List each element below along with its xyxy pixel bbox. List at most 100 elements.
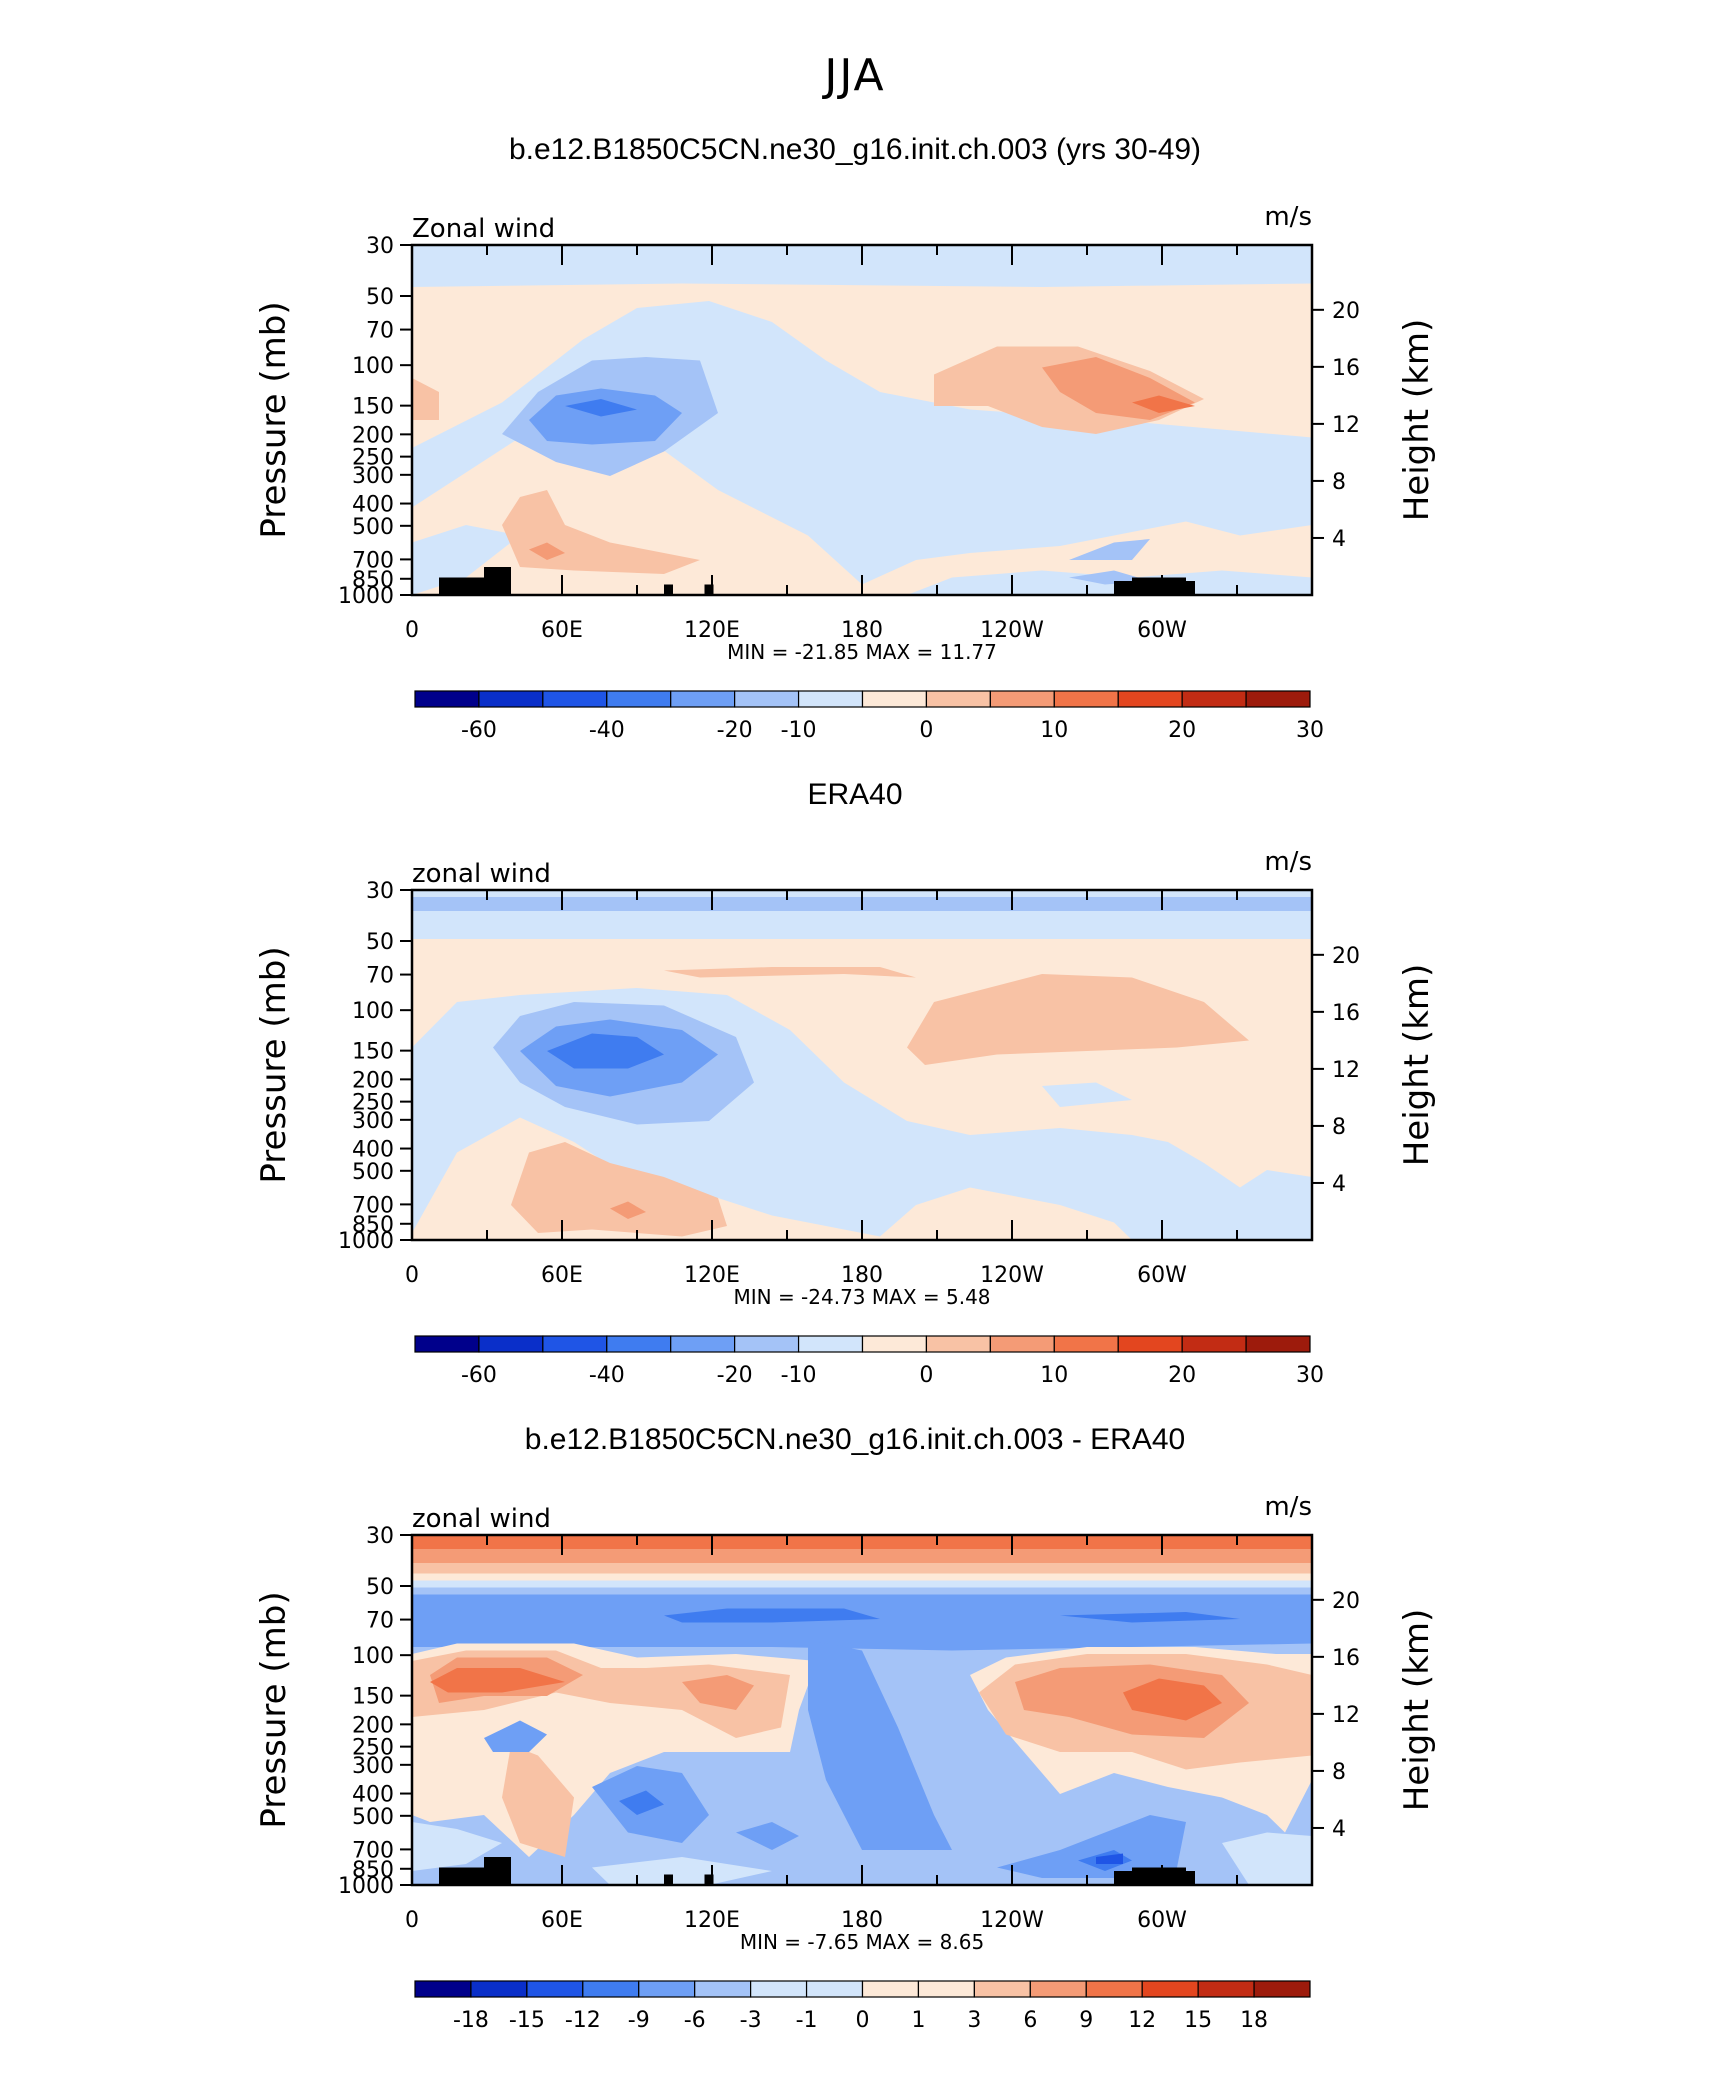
y-tick-label: 1000	[338, 1874, 394, 1899]
x-tick-label: 180	[841, 1908, 883, 1933]
colorbar-swatch	[1245, 690, 1311, 708]
colorbar-swatch	[694, 1980, 752, 1998]
x-tick-label: 0	[405, 618, 419, 643]
y-tick-label: 300	[352, 464, 394, 489]
contour-region	[1042, 1082, 1132, 1107]
contour-region	[664, 967, 916, 978]
colorbar-label: 0	[919, 1363, 933, 1388]
colorbar-label: 0	[856, 2008, 870, 2033]
y-axis-label: Pressure (mb)	[254, 946, 294, 1183]
colorbar-swatch	[1197, 1980, 1255, 1998]
colorbar-label: 15	[1184, 2008, 1212, 2033]
colorbar-swatch	[1029, 1980, 1087, 1998]
y-tick-label: 700	[352, 548, 394, 573]
min-max-stats: MIN = -7.65 MAX = 8.65	[740, 1930, 984, 1954]
y-tick-label: 250	[352, 446, 394, 471]
colorbar: -18 -15 -12 -9 -6 -3 -1 0 1 3 6 9 12 15 18	[414, 1980, 1311, 2033]
y-tick-label: 150	[352, 1040, 394, 1065]
y-right-tick-label: 16	[1332, 1001, 1360, 1026]
y-tick-label: 300	[352, 1754, 394, 1779]
colorbar-swatch	[797, 690, 864, 708]
y-tick-label: 70	[366, 1609, 394, 1634]
topography	[664, 584, 673, 595]
colorbar-swatch	[1181, 1335, 1247, 1353]
colorbar-label: -3	[740, 2008, 762, 2033]
contour-field	[412, 890, 1312, 1240]
y-tick-label: 850	[352, 1858, 394, 1883]
colorbar-swatch	[582, 1980, 640, 1998]
colorbar-label: 3	[967, 2008, 981, 2033]
y-right-tick-label: 20	[1332, 299, 1360, 324]
colorbar-swatch	[606, 1335, 672, 1353]
panel-3-title: b.e12.B1850C5CN.ne30_g16.init.ch.003 - E…	[524, 1423, 1186, 1456]
x-tick-label: 120W	[980, 1263, 1044, 1288]
y-right-tick-label: 16	[1332, 356, 1360, 381]
contour-region	[997, 1815, 1186, 1878]
colorbar-swatch	[526, 1980, 584, 1998]
main-title: JJA	[824, 50, 886, 101]
y-tick-label: 50	[366, 930, 394, 955]
panel-1-title: b.e12.B1850C5CN.ne30_g16.init.ch.003 (yr…	[508, 133, 1202, 166]
y-tick-label: 50	[366, 1575, 394, 1600]
y-tick-label: 1000	[338, 1229, 394, 1254]
panel-2: 3050701001502002503004005007008501000201…	[254, 847, 1437, 1388]
contour-region	[1132, 395, 1195, 413]
colorbar-swatch	[1053, 1335, 1119, 1353]
colorbar-swatch	[478, 1335, 544, 1353]
colorbar-swatch	[670, 1335, 736, 1353]
y-right-tick-label: 4	[1332, 1172, 1346, 1197]
y-right-tick-label: 12	[1332, 1703, 1360, 1728]
colorbar-swatch	[606, 690, 672, 708]
colorbar: -60 -40 -20 -10 0 10 20 30	[414, 1335, 1324, 1388]
colorbar-label: -12	[565, 2008, 601, 2033]
y-tick-label: 30	[366, 1524, 394, 1549]
topography	[484, 567, 511, 595]
units-label: m/s	[1264, 1492, 1312, 1522]
colorbar-label: 10	[1040, 718, 1068, 743]
contour-region	[430, 1668, 565, 1693]
contour-region	[664, 1608, 880, 1623]
colorbar-label: -6	[684, 2008, 706, 2033]
contour-region	[484, 1720, 547, 1752]
contour-region	[412, 1549, 1312, 1563]
y-tick-label: 70	[366, 319, 394, 344]
x-tick-label: 0	[405, 1908, 419, 1933]
colorbar-label: 20	[1168, 718, 1196, 743]
colorbar-swatch	[734, 690, 800, 708]
colorbar-label: 30	[1296, 718, 1324, 743]
x-tick-label: 180	[841, 618, 883, 643]
x-tick-label: 60W	[1137, 1908, 1187, 1933]
colorbar-swatch	[470, 1980, 528, 1998]
contour-region	[529, 542, 565, 560]
contour-region	[682, 1675, 754, 1710]
colorbar-swatch	[861, 690, 928, 708]
contour-field	[412, 245, 1312, 595]
y-axis-label: Pressure (mb)	[254, 1591, 294, 1828]
topography	[1132, 1867, 1186, 1885]
y-tick-label: 250	[352, 1736, 394, 1761]
y-tick-label: 700	[352, 1193, 394, 1218]
colorbar-swatch	[861, 1980, 920, 1998]
colorbar-label: 30	[1296, 1363, 1324, 1388]
topography	[1132, 577, 1186, 595]
y-axis-label: Pressure (mb)	[254, 301, 294, 538]
colorbar-swatch	[1053, 690, 1119, 708]
colorbar-swatch	[1085, 1980, 1143, 1998]
contour-region	[565, 399, 637, 417]
variable-label: zonal wind	[412, 1504, 551, 1534]
y-right-tick-label: 4	[1332, 527, 1346, 552]
contour-region	[412, 1563, 1312, 1574]
colorbar-swatch	[414, 1980, 472, 1998]
y-tick-label: 500	[352, 1805, 394, 1830]
y-tick-label: 400	[352, 1138, 394, 1163]
colorbar-swatch	[1181, 690, 1247, 708]
topography	[484, 1857, 511, 1885]
colorbar-swatch	[1253, 1980, 1311, 1998]
contour-region	[610, 1201, 646, 1219]
x-tick-label: 60E	[541, 1263, 583, 1288]
contour-region	[907, 974, 1249, 1065]
x-tick-label: 60W	[1137, 1263, 1187, 1288]
topography	[664, 1874, 673, 1885]
colorbar-swatch	[542, 690, 608, 708]
